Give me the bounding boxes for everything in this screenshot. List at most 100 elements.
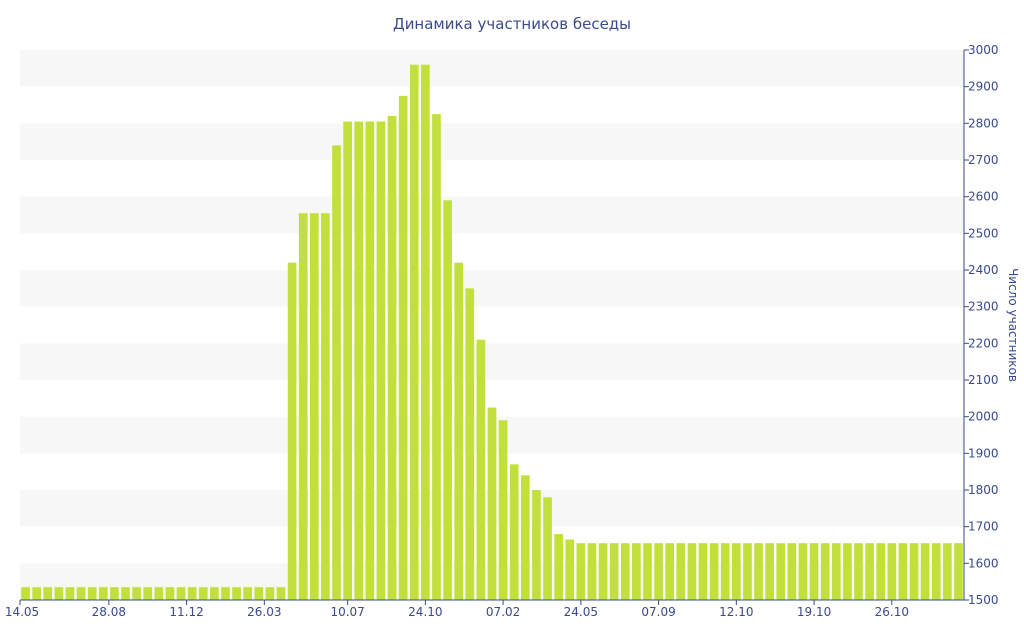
bar xyxy=(110,587,119,600)
bar xyxy=(298,213,308,600)
y-tick-label: 2200 xyxy=(968,336,999,350)
y-tick-label: 2700 xyxy=(968,153,999,167)
y-axis-ticks: 1500 1600 1700 1800 1900 2000 2100 2200 2300 2400… xyxy=(964,43,999,607)
bar xyxy=(210,587,219,600)
bar xyxy=(709,543,719,600)
bar xyxy=(720,543,730,600)
bar xyxy=(365,121,375,600)
bar xyxy=(609,543,619,600)
bar xyxy=(165,587,175,600)
y-tick-label: 2500 xyxy=(968,226,999,240)
bar xyxy=(920,543,930,600)
bar xyxy=(76,587,86,600)
bar xyxy=(498,420,508,600)
y-tick-label: 1700 xyxy=(968,520,999,534)
bar xyxy=(443,200,452,601)
bar xyxy=(643,543,652,600)
x-tick-label: 26.10 xyxy=(875,605,909,619)
y-tick-label: 2100 xyxy=(968,373,999,387)
y-tick-label: 2900 xyxy=(968,80,999,94)
bar xyxy=(698,543,708,600)
y-tick-label: 2800 xyxy=(968,116,999,130)
grid-band xyxy=(20,123,964,160)
x-tick-label: 12.10 xyxy=(719,605,753,619)
bar xyxy=(187,587,197,600)
x-tick-label: 07.02 xyxy=(486,605,520,619)
bar xyxy=(831,543,841,600)
grid-bands xyxy=(20,50,964,600)
grid-band xyxy=(20,196,964,234)
y-tick-label: 2600 xyxy=(968,190,999,204)
chart-title: Динамика участников беседы xyxy=(393,15,631,33)
bar xyxy=(665,543,675,600)
bar xyxy=(565,539,575,600)
bar xyxy=(65,587,75,600)
y-tick-label: 2000 xyxy=(968,410,999,424)
y-tick-label: 3000 xyxy=(968,43,999,57)
y-tick-label: 1600 xyxy=(968,556,999,570)
bar xyxy=(765,543,774,600)
x-tick-label: 26.03 xyxy=(247,605,281,619)
bar xyxy=(787,543,797,600)
bars-group xyxy=(21,64,963,601)
bar xyxy=(243,587,253,600)
bar xyxy=(754,543,763,600)
bar xyxy=(254,587,264,600)
bar xyxy=(943,543,952,600)
bar xyxy=(198,587,208,600)
bar xyxy=(321,213,330,600)
bar xyxy=(176,587,186,600)
y-tick-label: 1800 xyxy=(968,483,999,497)
y-tick-label: 1900 xyxy=(968,446,999,460)
bar xyxy=(332,145,341,601)
bar xyxy=(398,95,408,600)
bar xyxy=(421,64,430,600)
bar xyxy=(532,490,541,600)
bar xyxy=(132,587,141,600)
bar xyxy=(454,262,464,600)
bar xyxy=(876,543,886,600)
bar xyxy=(32,587,41,600)
x-tick-label: 24.05 xyxy=(564,605,598,619)
bar xyxy=(309,213,319,600)
grid-band xyxy=(20,343,964,380)
bar xyxy=(543,497,552,600)
bar xyxy=(843,543,852,600)
bar xyxy=(687,543,697,600)
y-tick-label: 1500 xyxy=(968,593,999,607)
bar xyxy=(809,543,819,600)
bar xyxy=(21,587,30,600)
y-tick-label: 2300 xyxy=(968,300,999,314)
bar xyxy=(676,543,686,600)
bar xyxy=(520,475,530,600)
bar xyxy=(121,587,130,600)
x-tick-label: 24.10 xyxy=(408,605,442,619)
bar xyxy=(87,587,97,600)
bar xyxy=(898,543,908,600)
x-tick-label: 14.05 xyxy=(5,605,39,619)
x-tick-label: 19.10 xyxy=(797,605,831,619)
bar xyxy=(376,121,386,600)
bar xyxy=(509,464,519,600)
y-axis-label: Число участников xyxy=(1006,268,1020,382)
bar xyxy=(798,543,808,600)
bar xyxy=(654,543,663,600)
bar xyxy=(820,543,830,600)
bar xyxy=(54,587,64,600)
bar xyxy=(632,543,641,600)
bar xyxy=(354,121,364,600)
bar xyxy=(931,543,941,600)
bar xyxy=(598,543,608,600)
x-tick-label: 28.08 xyxy=(92,605,126,619)
bar xyxy=(776,543,786,600)
bar xyxy=(287,262,297,600)
bar xyxy=(276,587,286,600)
bar xyxy=(143,587,153,600)
bar xyxy=(265,587,275,600)
bar xyxy=(743,543,752,600)
bar xyxy=(587,543,597,600)
bar xyxy=(576,543,586,600)
y-tick-label: 2400 xyxy=(968,263,999,277)
bar xyxy=(343,121,352,600)
